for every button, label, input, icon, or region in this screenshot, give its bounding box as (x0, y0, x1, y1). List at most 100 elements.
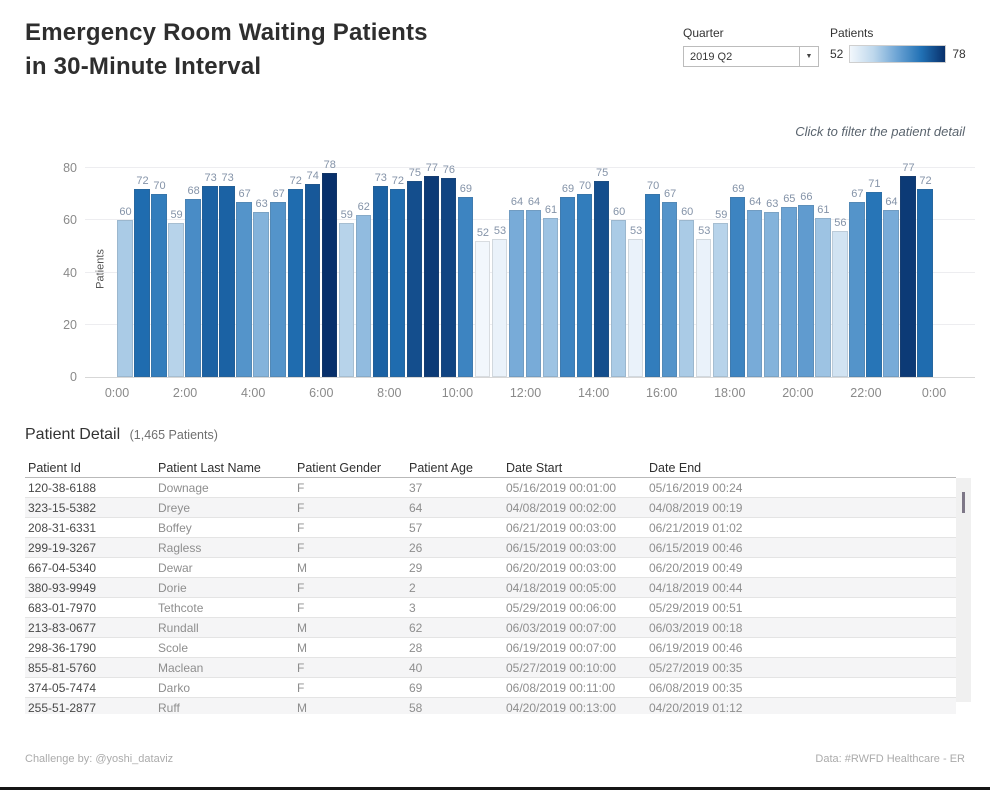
bar-21:00[interactable] (832, 230, 848, 377)
bar-2:30[interactable] (202, 186, 218, 377)
bar-value-label: 75 (408, 167, 421, 180)
color-gradient-bar[interactable] (849, 45, 947, 63)
column-header-date-end[interactable]: Date End (649, 461, 702, 475)
table-cell: F (297, 541, 305, 555)
bar-8:00[interactable] (389, 188, 406, 377)
bar-0:30[interactable] (134, 188, 150, 377)
bar-19:30[interactable] (781, 207, 797, 377)
table-cell: F (297, 581, 305, 595)
table-row[interactable]: 213-83-0677 Rundall M 62 06/03/2019 00:07:00… (25, 618, 956, 638)
bar-22:00[interactable] (866, 191, 882, 377)
bar-value-label: 72 (391, 174, 404, 187)
column-header-date-start[interactable]: Date Start (506, 461, 563, 475)
column-header-patient-gender[interactable]: Patient Gender (297, 461, 382, 475)
bar-23:00[interactable] (900, 175, 916, 377)
bar-7:00[interactable] (355, 215, 371, 377)
bar-value-label: 53 (630, 224, 643, 237)
bar-6:00[interactable] (321, 173, 337, 377)
bar-12:30[interactable] (542, 217, 559, 377)
bar-4:00[interactable] (253, 212, 269, 377)
bar-13:30[interactable] (576, 194, 593, 377)
bar-18:30[interactable] (747, 209, 763, 377)
bar-value-label: 72 (136, 174, 149, 187)
bar-20:30[interactable] (815, 217, 831, 377)
column-header-patient-age[interactable]: Patient Age (409, 461, 473, 475)
table-row[interactable]: 855-81-5760 Maclean F 40 05/27/2019 00:10:00… (25, 658, 956, 678)
bar-3:00[interactable] (219, 186, 235, 377)
bar-5:00[interactable] (287, 188, 303, 377)
x-axis-tick-label: 22:00 (850, 386, 882, 400)
bar-15:30[interactable] (644, 194, 661, 377)
bar-9:30[interactable] (440, 178, 457, 377)
bar-17:00[interactable] (696, 238, 712, 377)
bar-10:00[interactable] (457, 196, 474, 377)
table-cell: M (297, 641, 307, 655)
bar-7:30[interactable] (372, 186, 389, 377)
x-axis-tick-label: 18:00 (714, 386, 746, 400)
bar-17:30[interactable] (713, 222, 729, 377)
bar-10:30[interactable] (474, 241, 491, 377)
quarter-dropdown-value[interactable]: 2019 Q2 (690, 50, 733, 63)
table-cell: 06/21/2019 00:03:00 (506, 521, 617, 535)
bar-2:00[interactable] (185, 199, 201, 377)
bar-21:30[interactable] (849, 201, 865, 377)
table-cell: 05/27/2019 00:35 (649, 661, 743, 675)
table-row[interactable]: 323-15-5382 Dreye F 64 04/08/2019 00:02:00 04… (25, 498, 956, 518)
bar-14:30[interactable] (610, 220, 627, 377)
table-row[interactable]: 683-01-7970 Tethcote F 3 05/29/2019 00:06:00… (25, 598, 956, 618)
table-row[interactable]: 667-04-5340 Dewar M 29 06/20/2019 00:03:00 06… (25, 558, 956, 578)
bar-value-label: 75 (595, 167, 609, 180)
table-row[interactable]: 208-31-6331 Boffey F 57 06/21/2019 00:03:00 0… (25, 518, 956, 538)
table-scrollbar[interactable] (956, 478, 971, 702)
table-cell: 58 (409, 701, 423, 714)
table-cell: 06/08/2019 00:35 (649, 681, 743, 695)
table-cell: 323-15-5382 (28, 501, 97, 515)
x-axis-tick-label: 20:00 (782, 386, 814, 400)
quarter-dropdown[interactable]: 2019 Q2 ▼ (683, 46, 819, 67)
table-cell: Dreye (158, 501, 191, 515)
bar-1:00[interactable] (151, 194, 167, 377)
bar-15:00[interactable] (627, 238, 644, 377)
bar-value-label: 67 (851, 187, 864, 200)
bar-23:30[interactable] (917, 188, 933, 377)
bar-12:00[interactable] (525, 209, 542, 377)
bar-11:00[interactable] (491, 238, 508, 377)
table-row[interactable]: 299-19-3267 Ragless F 26 06/15/2019 00:03:00… (25, 538, 956, 558)
scrollbar-thumb[interactable] (962, 492, 965, 513)
bar-value-label: 70 (647, 180, 660, 193)
column-header-patient-id[interactable]: Patient Id (28, 461, 81, 475)
chevron-down-icon[interactable]: ▼ (799, 47, 818, 66)
bar-22:30[interactable] (883, 209, 899, 377)
bar-11:30[interactable] (508, 209, 525, 377)
bar-value-label: 61 (544, 203, 558, 216)
bar-value-label: 67 (664, 187, 677, 200)
table-row[interactable]: 380-93-9949 Dorie F 2 04/18/2019 00:05:00 04/… (25, 578, 956, 598)
bar-6:30[interactable] (338, 222, 354, 377)
bar-value-label: 63 (766, 198, 779, 211)
column-header-patient-last-name[interactable]: Patient Last Name (158, 461, 261, 475)
table-row[interactable]: 298-36-1790 Scole M 28 06/19/2019 00:07:00 06… (25, 638, 956, 658)
bar-16:30[interactable] (678, 220, 695, 377)
bar-16:00[interactable] (661, 201, 678, 377)
bar-8:30[interactable] (406, 181, 423, 377)
bar-1:30[interactable] (168, 222, 184, 377)
bar-5:30[interactable] (304, 183, 320, 377)
table-cell: 05/29/2019 00:51 (649, 601, 743, 615)
bar-0:00[interactable] (117, 220, 133, 377)
bar-value-label: 64 (510, 195, 524, 208)
bar-19:00[interactable] (764, 212, 780, 377)
bar-4:30[interactable] (270, 201, 286, 377)
bar-value-label: 73 (374, 172, 387, 185)
bar-value-label: 69 (459, 182, 473, 195)
bar-20:00[interactable] (798, 204, 814, 377)
table-row[interactable]: 374-05-7474 Darko F 69 06/08/2019 00:11:00 06… (25, 678, 956, 698)
bar-3:30[interactable] (236, 201, 252, 377)
bar-13:00[interactable] (559, 196, 576, 377)
y-axis-tick-label: 60 (63, 213, 77, 228)
bar-9:00[interactable] (423, 175, 440, 377)
table-cell: F (297, 521, 305, 535)
bar-18:00[interactable] (730, 196, 746, 377)
bar-14:00[interactable] (593, 181, 610, 377)
table-row[interactable]: 255-51-2877 Ruff M 58 04/20/2019 00:13:00 04/… (25, 698, 956, 714)
table-row[interactable]: 120-38-6188 Downage F 37 05/16/2019 00:01:00… (25, 478, 956, 498)
